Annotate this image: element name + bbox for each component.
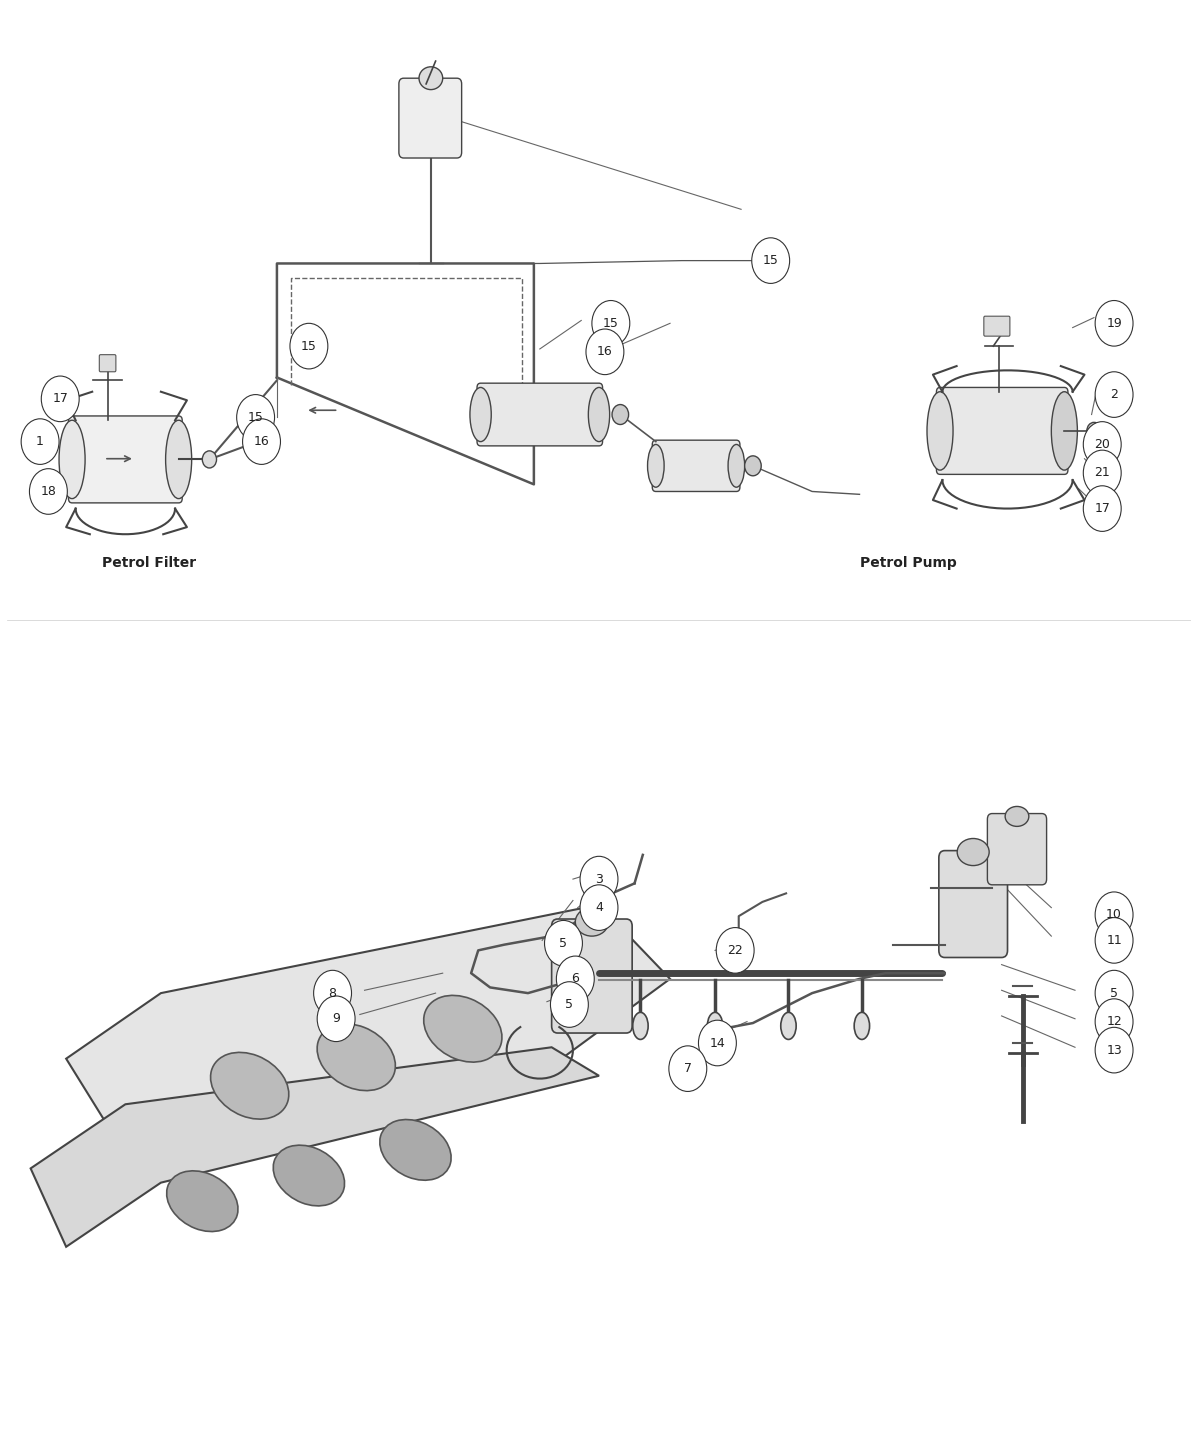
Circle shape	[586, 330, 624, 374]
Ellipse shape	[728, 445, 745, 488]
Ellipse shape	[380, 1120, 452, 1180]
Ellipse shape	[575, 908, 609, 937]
Circle shape	[592, 301, 630, 347]
Circle shape	[550, 981, 588, 1027]
FancyBboxPatch shape	[399, 78, 461, 158]
Ellipse shape	[1005, 806, 1029, 826]
Circle shape	[1083, 486, 1121, 531]
Circle shape	[1087, 423, 1101, 439]
FancyBboxPatch shape	[984, 317, 1010, 337]
Ellipse shape	[211, 1052, 289, 1120]
Text: 17: 17	[1094, 502, 1111, 515]
Circle shape	[317, 996, 355, 1042]
Text: 5: 5	[559, 937, 568, 950]
Text: 16: 16	[597, 345, 613, 358]
Ellipse shape	[707, 1013, 722, 1039]
FancyBboxPatch shape	[652, 440, 740, 492]
Circle shape	[1095, 371, 1133, 417]
Circle shape	[698, 1020, 737, 1066]
Ellipse shape	[957, 839, 990, 866]
Ellipse shape	[588, 387, 610, 442]
Text: 15: 15	[763, 255, 779, 268]
Text: 3: 3	[595, 872, 603, 885]
Text: 5: 5	[565, 999, 574, 1012]
FancyBboxPatch shape	[987, 813, 1047, 885]
Text: 4: 4	[595, 901, 603, 914]
FancyBboxPatch shape	[477, 383, 603, 446]
Text: 15: 15	[248, 412, 264, 425]
Circle shape	[752, 237, 789, 283]
FancyBboxPatch shape	[551, 920, 633, 1033]
Ellipse shape	[59, 420, 85, 498]
Ellipse shape	[854, 1013, 870, 1039]
Text: 7: 7	[684, 1062, 691, 1075]
Text: Petrol Pump: Petrol Pump	[859, 555, 956, 570]
Text: 21: 21	[1094, 466, 1111, 479]
Ellipse shape	[167, 1171, 238, 1232]
Circle shape	[22, 419, 59, 465]
FancyBboxPatch shape	[939, 850, 1008, 957]
Circle shape	[41, 376, 79, 422]
Text: 13: 13	[1106, 1043, 1123, 1056]
Text: 18: 18	[41, 485, 56, 498]
Text: 5: 5	[1111, 987, 1118, 1000]
Text: 10: 10	[1106, 908, 1123, 921]
Circle shape	[1095, 301, 1133, 347]
Ellipse shape	[273, 1145, 345, 1206]
Text: 6: 6	[571, 973, 580, 986]
Circle shape	[580, 885, 618, 931]
Circle shape	[202, 450, 217, 468]
Circle shape	[1095, 892, 1133, 938]
Text: 14: 14	[709, 1036, 725, 1049]
Text: 22: 22	[727, 944, 743, 957]
Text: Petrol Filter: Petrol Filter	[102, 555, 195, 570]
Circle shape	[556, 955, 594, 1002]
Circle shape	[1083, 450, 1121, 496]
Ellipse shape	[470, 387, 491, 442]
Circle shape	[545, 921, 582, 966]
Circle shape	[745, 456, 761, 476]
Polygon shape	[31, 1048, 599, 1246]
Text: 8: 8	[328, 987, 337, 1000]
Circle shape	[1095, 970, 1133, 1016]
Text: 1: 1	[36, 435, 44, 448]
Text: 9: 9	[332, 1012, 340, 1025]
Text: 15: 15	[301, 340, 316, 353]
FancyBboxPatch shape	[937, 387, 1067, 475]
Text: 16: 16	[254, 435, 270, 448]
Text: 20: 20	[1094, 437, 1111, 450]
Ellipse shape	[781, 1013, 797, 1039]
Text: 12: 12	[1106, 1014, 1123, 1027]
Text: 2: 2	[1111, 389, 1118, 401]
Ellipse shape	[317, 1025, 395, 1091]
Circle shape	[314, 970, 351, 1016]
Circle shape	[1095, 918, 1133, 963]
Circle shape	[290, 324, 328, 368]
FancyBboxPatch shape	[68, 416, 182, 502]
Polygon shape	[66, 905, 670, 1154]
Ellipse shape	[1052, 391, 1077, 471]
Ellipse shape	[648, 445, 664, 488]
Circle shape	[668, 1046, 707, 1091]
FancyBboxPatch shape	[99, 354, 116, 371]
Ellipse shape	[165, 420, 192, 498]
Text: 19: 19	[1106, 317, 1123, 330]
Ellipse shape	[424, 996, 502, 1062]
Ellipse shape	[633, 1013, 648, 1039]
Circle shape	[242, 419, 280, 465]
Ellipse shape	[419, 66, 443, 89]
Text: 15: 15	[603, 317, 619, 330]
Ellipse shape	[927, 391, 954, 471]
Text: 11: 11	[1106, 934, 1123, 947]
Circle shape	[716, 928, 754, 973]
Circle shape	[580, 856, 618, 902]
Circle shape	[30, 469, 67, 514]
Circle shape	[237, 394, 274, 440]
Circle shape	[612, 404, 629, 425]
Circle shape	[1095, 999, 1133, 1045]
Text: 17: 17	[53, 393, 68, 406]
Circle shape	[1095, 1027, 1133, 1073]
Circle shape	[1083, 422, 1121, 468]
